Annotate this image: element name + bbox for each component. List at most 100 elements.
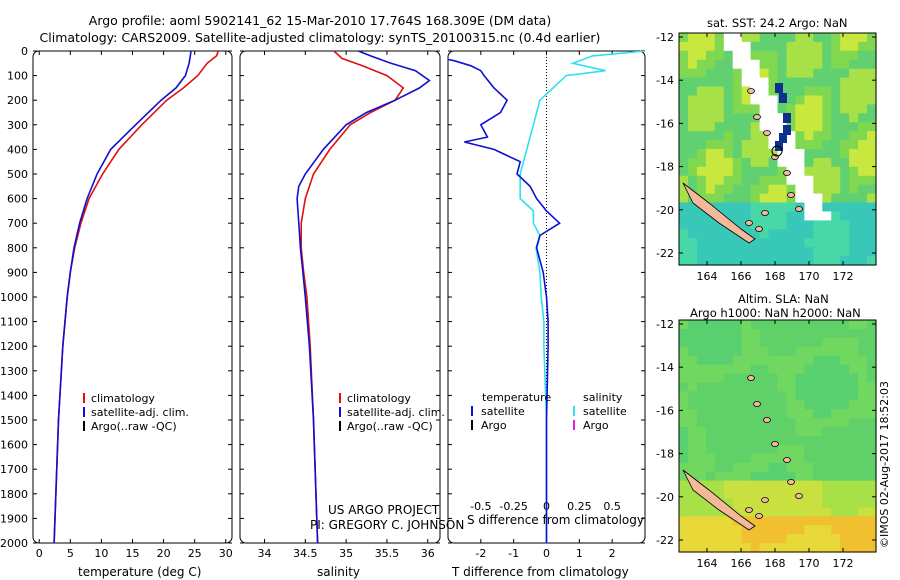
sla-map-cell: [679, 337, 689, 348]
sst-map-cell: [813, 175, 823, 186]
sst-map-frame: [678, 32, 877, 266]
island-land: [747, 88, 755, 94]
sla-map-cell: [714, 320, 725, 330]
sst-map-cell: [688, 104, 698, 114]
sst-map-cell: [732, 77, 743, 88]
sla-map-cell: [714, 471, 725, 482]
sla-map-cell: [813, 400, 823, 410]
sla-map-lon-label: 170: [799, 557, 820, 570]
sla-map-cell: [813, 543, 823, 553]
sst-map-cell: [786, 184, 797, 195]
sst-map-cell: [679, 68, 689, 79]
sla-map-cell: [813, 516, 823, 526]
sla-map-cell: [723, 409, 734, 419]
sst-map-cell: [813, 68, 823, 79]
sla-map-cell: [705, 543, 716, 553]
sla-map-cell: [679, 480, 689, 491]
sst-map-cell: [759, 95, 770, 105]
sst-map-cell: [696, 166, 707, 177]
sla-map-cell: [822, 462, 832, 473]
sst-map-cell: [831, 50, 841, 61]
sst-map-cell: [867, 247, 877, 257]
y-tick-label: 800: [7, 242, 28, 255]
sla-map-cell: [768, 400, 779, 410]
island-land: [753, 401, 761, 407]
sla-map-cell: [858, 382, 868, 392]
sla-map-cell: [867, 382, 877, 392]
y-tick-label: 400: [7, 143, 28, 156]
sla-map-cell: [777, 364, 788, 375]
sst-map-cell: [831, 247, 841, 257]
sst-map-cell: [768, 247, 779, 257]
sla-map-cell: [858, 427, 868, 437]
sla-map-cell: [696, 525, 707, 535]
new-caledonia-land: [682, 182, 756, 244]
sla-map-cell: [705, 516, 716, 526]
sla-map-cell: [786, 391, 797, 401]
sst-map-cell: [679, 122, 689, 132]
sst-map-cell: [804, 256, 814, 266]
sla-map-cell: [679, 409, 689, 419]
sla-map-cell: [858, 507, 868, 517]
sla-map-cell: [786, 346, 797, 357]
sla-map-cell: [714, 444, 725, 455]
sst-map-cell: [840, 157, 850, 168]
sst-map-cell: [723, 59, 734, 70]
sla-map-cell: [741, 418, 752, 428]
sst-map-cell: [759, 220, 770, 230]
sla-map-cell: [849, 462, 859, 473]
sst-map-cell: [714, 113, 725, 123]
sla-map-cell: [679, 462, 689, 473]
sla-map-cell: [732, 418, 743, 428]
sst-map-cell: [840, 104, 850, 114]
sst-map-cell: [831, 68, 841, 79]
sla-map-cell: [867, 400, 877, 410]
sla-map-cell: [768, 320, 779, 330]
diff-legend-label: satellite: [481, 405, 525, 418]
sst-map-cell: [858, 59, 868, 70]
sla-map-cell: [723, 346, 734, 357]
sst-map-cell: [804, 41, 814, 52]
sla-map-cell: [732, 534, 743, 544]
sst-map-cell: [804, 59, 814, 70]
sst-map-cell: [750, 220, 761, 230]
sla-map-cell: [804, 355, 814, 366]
sla-map-cell: [849, 444, 859, 455]
sst-map-cell: [831, 166, 841, 177]
sla-map-cell: [795, 471, 805, 482]
sla-map-frame: [678, 319, 877, 553]
sst-map-cell: [732, 86, 743, 96]
sst-map-cell: [831, 238, 841, 248]
sst-map-cell: [696, 220, 707, 230]
sla-map-cell: [831, 320, 841, 330]
sst-map-lon-label: 170: [799, 270, 820, 283]
sla-map-cell: [741, 525, 752, 535]
sst-map-cell: [786, 113, 797, 123]
sla-map-cell: [759, 382, 770, 392]
sla-map-cell: [777, 453, 788, 464]
sla-map-cell: [714, 400, 725, 410]
sst-map-cell: [786, 41, 797, 52]
sst-map-cell: [688, 113, 698, 123]
sst-map-cell: [688, 50, 698, 61]
sla-map-cell: [732, 436, 743, 446]
sst-map-cell: [777, 175, 788, 186]
sla-map-cell: [777, 525, 788, 535]
sla-map-cell: [840, 373, 850, 383]
sst-map-cell: [795, 86, 805, 96]
sla-map-cell: [688, 489, 698, 499]
sst-map-cell: [705, 95, 716, 105]
sst-map-cell: [723, 166, 734, 177]
sla-map-cell: [858, 534, 868, 544]
sla-map-cell: [822, 382, 832, 392]
y-tick-label: 300: [7, 119, 28, 132]
sst-map-cell: [822, 193, 832, 204]
sst-map-cell: [679, 86, 689, 96]
sst-map-cell: [867, 211, 877, 221]
sla-map-cell: [831, 346, 841, 357]
sst-map-cell: [858, 220, 868, 230]
sst-map-cell: [714, 33, 725, 43]
sst-map-cell: [768, 157, 779, 168]
sla-map-cell: [679, 507, 689, 517]
sla-map-cell: [714, 516, 725, 526]
